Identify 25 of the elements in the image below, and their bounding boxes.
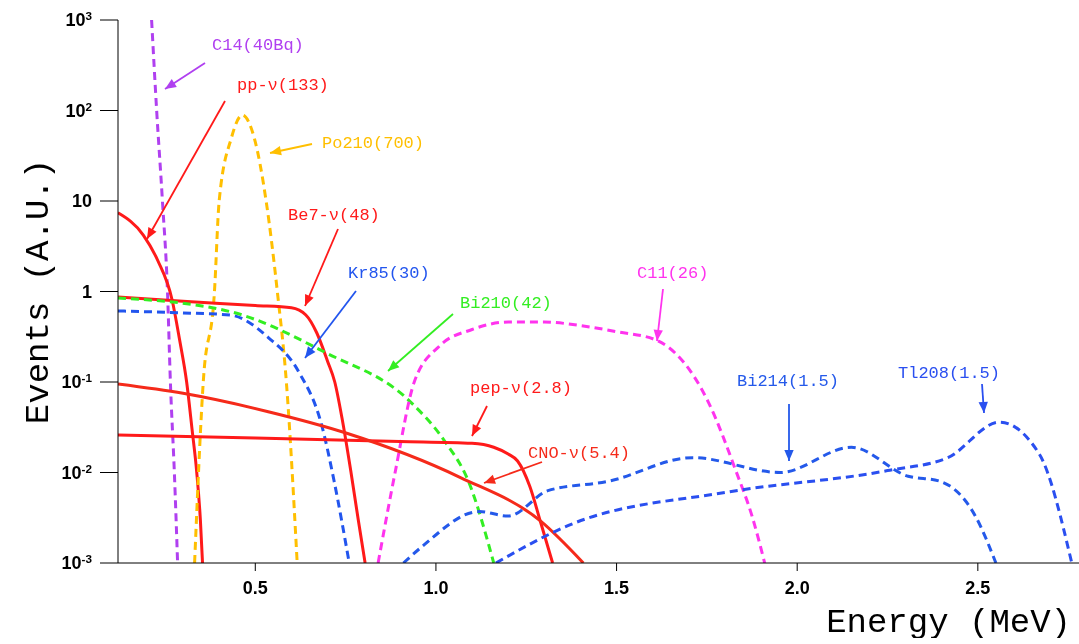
x-tick-label: 1.0 bbox=[423, 577, 449, 598]
legend-label: Po210(700) bbox=[322, 134, 425, 153]
y-tick-label: 10$^{-3}$ bbox=[61, 551, 93, 573]
y-tick-label: 10 bbox=[71, 191, 92, 211]
y-tick-label: 10$^{3}$ bbox=[65, 8, 93, 30]
text: Tl208(1.5) bbox=[898, 364, 1001, 383]
text: Bi214(1.5) bbox=[737, 372, 840, 391]
y-tick-label: 10$^{-2}$ bbox=[61, 461, 93, 483]
text: pp-ν(133) bbox=[237, 76, 329, 95]
y-tick-label: 10$^{2}$ bbox=[65, 99, 93, 121]
x-tick-label: 1.5 bbox=[604, 577, 630, 598]
y-tick-label: 1 bbox=[81, 281, 92, 302]
x-tick-label: 2.0 bbox=[784, 577, 810, 598]
x-tick-label: 2.5 bbox=[965, 577, 991, 598]
text: Be7-ν(48) bbox=[288, 206, 380, 225]
text: pep-ν(2.8) bbox=[470, 379, 573, 398]
x-tick-label: 0.5 bbox=[242, 577, 268, 598]
y-tick-label: 10$^{-1}$ bbox=[61, 370, 93, 392]
text: CNO-ν(5.4) bbox=[528, 444, 631, 463]
text: Bi210(42) bbox=[460, 294, 552, 313]
line-series bbox=[150, 20, 180, 563]
y-axis-title: Events (A.U.) bbox=[20, 158, 58, 425]
text: C11(26) bbox=[637, 264, 709, 283]
text: Kr85(30) bbox=[348, 264, 430, 283]
text: C14(40Bq) bbox=[212, 36, 304, 55]
